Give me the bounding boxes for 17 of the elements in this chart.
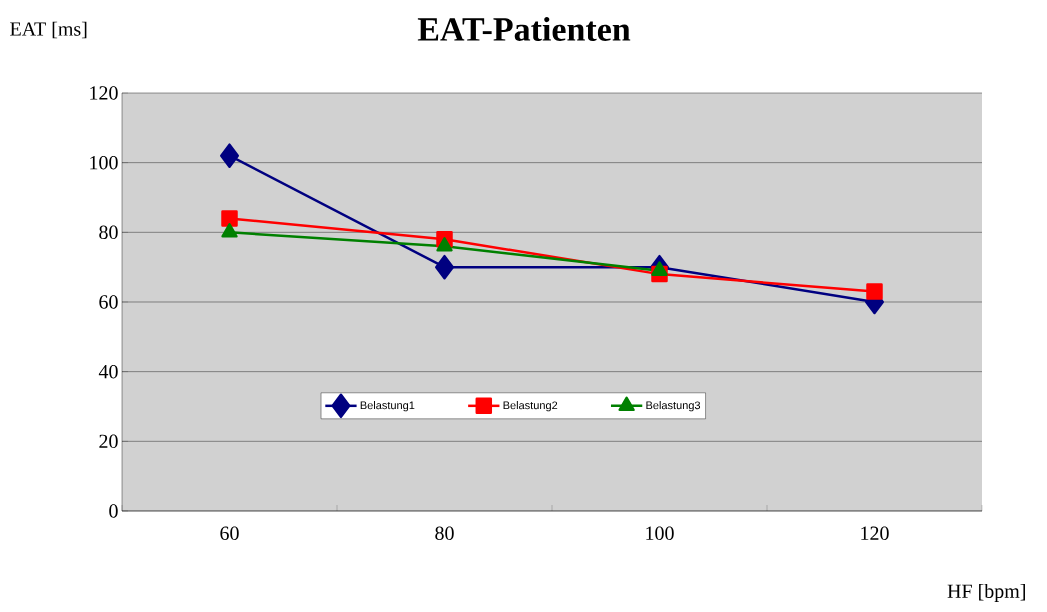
x-axis-title: HF [bpm]: [947, 583, 1025, 603]
chart-title: EAT-Patienten: [417, 17, 631, 41]
x-tick-label: 60: [220, 526, 239, 541]
y-tick-label: 120: [90, 86, 118, 100]
legend-label: Belastung3: [646, 401, 701, 412]
y-axis-title: EAT [ms]: [10, 21, 87, 39]
y-tick-label: 0: [109, 504, 118, 518]
y-tick-label: 60: [99, 295, 118, 309]
legend-label: Belastung2: [503, 401, 558, 412]
x-tick-label: 80: [435, 526, 454, 541]
y-tick-label: 40: [98, 364, 118, 379]
y-tick-label: 100: [90, 155, 118, 170]
legend-label: Belastung1: [360, 401, 415, 412]
y-tick-label: 80: [99, 225, 118, 240]
x-tick-label: 120: [861, 526, 889, 541]
y-tick-label: 20: [99, 434, 118, 449]
x-tick-label: 100: [646, 526, 674, 541]
